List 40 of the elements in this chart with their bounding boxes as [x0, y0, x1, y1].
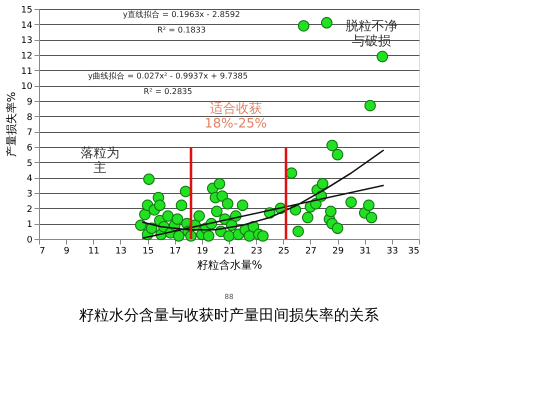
- x-tick-label: 15: [142, 246, 154, 256]
- y-tick-label: 4: [26, 174, 33, 184]
- annotation: 适合收获 18%-25%: [204, 102, 268, 132]
- annotation: 落粒为主: [80, 146, 120, 176]
- y-tick-label: 1: [26, 220, 32, 230]
- x-tick-label: 17: [169, 246, 181, 256]
- x-tick-label: 11: [88, 246, 100, 256]
- x-tick-label: 29: [332, 246, 344, 256]
- y-axis-title: 产量损失率%: [5, 92, 18, 158]
- y-tick-label: 14: [21, 20, 33, 31]
- y-tick-label: 13: [21, 36, 32, 46]
- x-tick-label: 31: [359, 246, 371, 256]
- text: 籽粒水分含量与收获时产量田间损失率的关系: [79, 306, 379, 324]
- y-tick-label: 3: [26, 190, 32, 200]
- y-tick-label: 11: [21, 66, 32, 77]
- y-tick-label: 9: [26, 98, 33, 108]
- x-tick-label: 13: [115, 246, 127, 256]
- x-tick-label: 21: [224, 246, 236, 256]
- x-tick-label: 35: [408, 246, 420, 256]
- y-tick-label: 8: [26, 112, 33, 123]
- y-tick-label: 7: [26, 128, 32, 138]
- y-tick-label: 6: [26, 144, 33, 154]
- y-tick-label: 15: [21, 6, 32, 16]
- annotation: y直线拟合 = 0.1963x - 2.8592: [122, 10, 240, 20]
- x-tick-label: 27: [305, 246, 317, 256]
- annotation: R² = 0.2835: [144, 86, 192, 96]
- y-tick-label: 12: [21, 52, 32, 62]
- x-tick-label: 7: [40, 246, 46, 256]
- y-tick-label: 5: [26, 158, 32, 169]
- y-tick-label: 2: [26, 204, 32, 215]
- x-tick-label: 33: [386, 246, 398, 256]
- x-tick-label: 25: [278, 246, 290, 256]
- y-tick-label: 10: [21, 82, 33, 92]
- x-tick-label: 19: [196, 246, 208, 256]
- annotation: y曲线拟合 = 0.027x² - 0.9937x + 9.7385: [88, 71, 248, 80]
- y-tick-label: 0: [26, 236, 33, 246]
- x-tick-label: 23: [250, 246, 262, 256]
- x-tick-label: 9: [64, 246, 70, 256]
- annotation: R² = 0.1833: [157, 25, 206, 34]
- x-axis-title: 籽粒含水量%: [196, 258, 262, 272]
